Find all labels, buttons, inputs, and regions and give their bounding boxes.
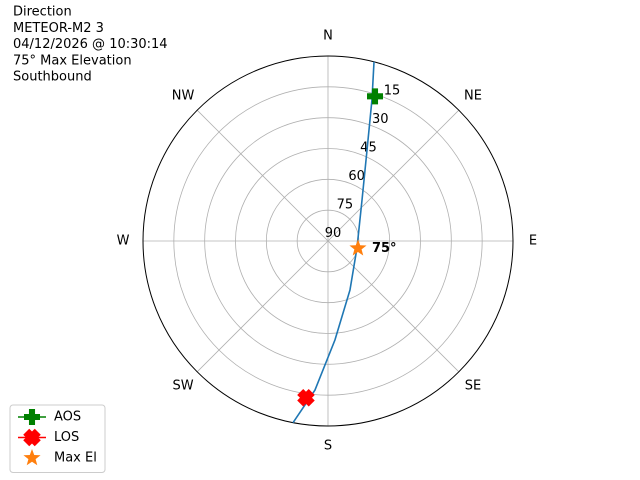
theta-tick-label: W: [117, 234, 130, 249]
value-label: 75°: [372, 241, 397, 256]
marker-plus: [367, 88, 384, 105]
r-tick-label: 75: [337, 198, 354, 213]
r-tick-label: 15: [384, 84, 401, 99]
grid-ring: [265, 178, 391, 304]
trajectory-line: [292, 61, 375, 424]
theta-tick-label: SE: [465, 378, 481, 393]
r-tick-label: 45: [360, 141, 377, 156]
marker-star: [349, 239, 367, 256]
title-line: Direction: [13, 5, 72, 20]
theta-tick-label: SW: [172, 378, 193, 393]
theta-tick-label: NE: [464, 89, 482, 104]
legend-label: AOS: [54, 410, 81, 425]
grid-ring: [173, 86, 483, 396]
grid-ring: [204, 117, 452, 365]
title-line: Southbound: [13, 70, 92, 85]
legend-label: LOS: [54, 430, 79, 445]
r-tick-label: 30: [372, 112, 389, 127]
polar-frame: [142, 55, 514, 427]
legend-marker: [23, 449, 41, 466]
legend-label: Max El: [54, 451, 97, 466]
legend-marker: [23, 428, 41, 447]
grid-ring: [296, 209, 360, 273]
grid-ring: [235, 148, 421, 334]
r-tick-label: 90: [325, 226, 342, 241]
theta-tick-label: S: [324, 439, 332, 454]
title-line: 75° Max Elevation: [13, 53, 132, 68]
theta-tick-label: E: [529, 234, 537, 249]
legend-marker: [24, 409, 40, 425]
r-tick-label: 60: [348, 169, 365, 184]
theta-tick-label: NW: [172, 89, 195, 104]
title-line: METEOR-M2 3: [13, 21, 104, 36]
theta-tick-label: N: [323, 29, 333, 44]
marker-x: [297, 388, 315, 407]
title-line: 04/12/2026 @ 10:30:14: [13, 37, 168, 52]
